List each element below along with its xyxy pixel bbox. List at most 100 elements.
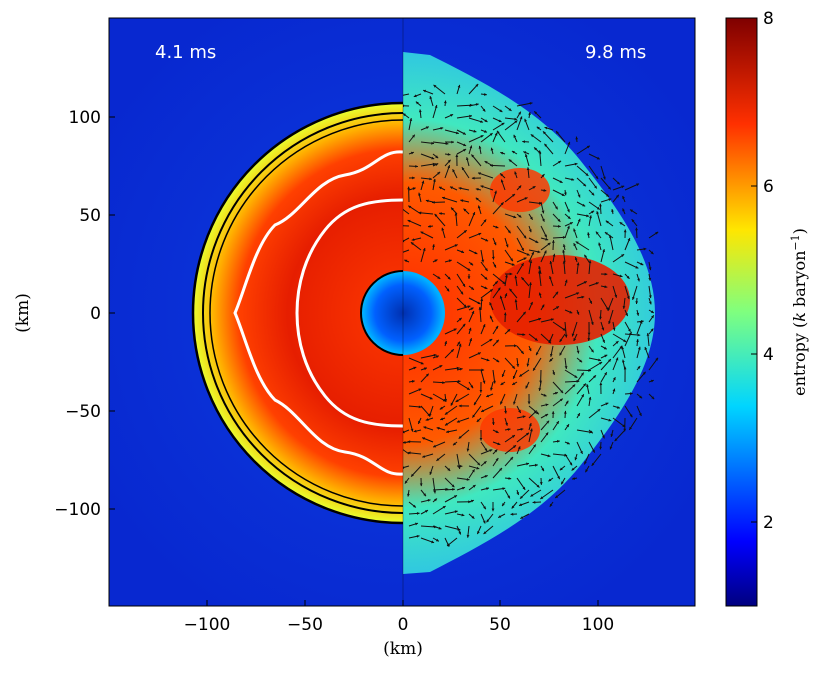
velocity-vector [434,213,446,227]
velocity-vector-head [431,156,435,160]
velocity-vector-head [590,322,594,325]
velocity-vector-head [612,388,616,392]
velocity-vector-head [522,415,526,419]
velocity-vector-head [478,172,481,175]
velocity-vector-head [447,165,450,169]
velocity-vector-head [540,496,544,499]
velocity-vector-head [532,500,536,504]
velocity-vector-head [500,179,504,183]
velocity-vector-head [522,486,526,490]
velocity-vector-head [425,199,429,203]
velocity-vector-head [612,327,616,331]
velocity-vector-head [591,462,595,466]
velocity-vector-head [470,307,474,311]
velocity-vector-head [603,176,606,180]
velocity-vector-head [559,398,563,402]
velocity-vector-head [513,401,516,405]
velocity-vector-head [610,434,614,437]
velocity-vector-head [497,287,501,291]
velocity-vector-head [434,213,438,217]
velocity-vector-head [471,176,475,180]
velocity-vector-head [599,316,602,320]
velocity-vector-head [512,365,515,369]
velocity-vector-head [569,310,573,314]
y-tick-label: 0 [90,304,101,324]
velocity-vector-head [520,350,524,354]
velocity-vector-head [592,449,595,453]
velocity-vector-head [493,264,496,268]
velocity-vector-head [518,185,522,189]
velocity-vector-head [412,187,416,191]
velocity-vector-head [502,487,506,491]
velocity-vector-head [557,218,561,222]
velocity-vector-head [431,540,435,544]
velocity-vector-head [522,140,525,144]
velocity-vector-head [562,249,565,253]
velocity-vector-head [544,234,547,238]
velocity-vector-head [523,257,527,261]
velocity-vector-head [424,367,427,371]
velocity-vector-head [530,493,534,497]
velocity-vector-head [558,224,561,228]
velocity-vector-head [484,268,488,271]
velocity-vector-head [528,112,531,115]
velocity-vector-head [529,260,533,263]
velocity-vector-head [463,149,467,152]
velocity-vector-head [475,103,479,106]
velocity-vector-head [609,446,613,450]
velocity-vector-head [559,352,563,356]
velocity-vector-head [474,251,478,255]
velocity-vector-head [516,492,520,495]
velocity-vector-head [541,304,545,308]
annotation-left-time: 4.1 ms [155,42,216,63]
velocity-vector-head [446,430,449,434]
velocity-vector-head [536,126,540,130]
velocity-vector [403,465,410,469]
velocity-vector-head [427,499,431,502]
velocity-vector-head [518,111,521,115]
velocity-vector-head [555,206,558,210]
velocity-vector-head [481,259,485,263]
velocity-vector-head [623,339,627,342]
velocity-vector-head [480,185,484,188]
velocity-vector-head [538,388,542,391]
velocity-vector-head [631,219,635,223]
velocity-vector-head [635,301,639,304]
velocity-vector-head [511,505,515,509]
velocity-vector-head [519,116,523,120]
velocity-vector [403,208,410,215]
velocity-vector-head [627,238,631,241]
velocity-vector-head [498,515,502,518]
velocity-vector-head [651,315,654,319]
velocity-vector-head [413,504,416,508]
velocity-vector-head [411,238,415,241]
velocity-vector-head [459,464,463,468]
velocity-vector-head [573,338,577,342]
velocity-vector-head [604,232,608,235]
velocity-vector-head [419,483,423,487]
velocity-vector-head [526,167,530,170]
velocity-vector-head [500,401,503,405]
velocity-vector-head [604,372,607,376]
velocity-vector-head [485,238,489,242]
velocity-vector-head [551,240,555,243]
velocity-vector-head [562,244,566,247]
velocity-vector-head [457,84,461,88]
velocity-vector-head [447,543,451,546]
velocity-vector-head [501,122,505,126]
velocity-vector-head [573,243,577,247]
velocity-vector-head [593,375,596,379]
velocity-vector-head [636,183,640,187]
velocity-vector [477,172,494,179]
velocity-vector-head [475,84,479,87]
velocity-vector-head [614,438,618,442]
velocity-vector-head [581,394,584,398]
velocity-vector-head [547,454,551,458]
velocity-vector-head [418,211,422,215]
velocity-vector-head [423,493,426,497]
velocity-vector-head [607,186,611,190]
velocity-vector-head [450,186,453,190]
velocity-vector-head [505,244,509,248]
velocity-vector-head [545,237,549,241]
velocity-vector-head [612,377,616,381]
